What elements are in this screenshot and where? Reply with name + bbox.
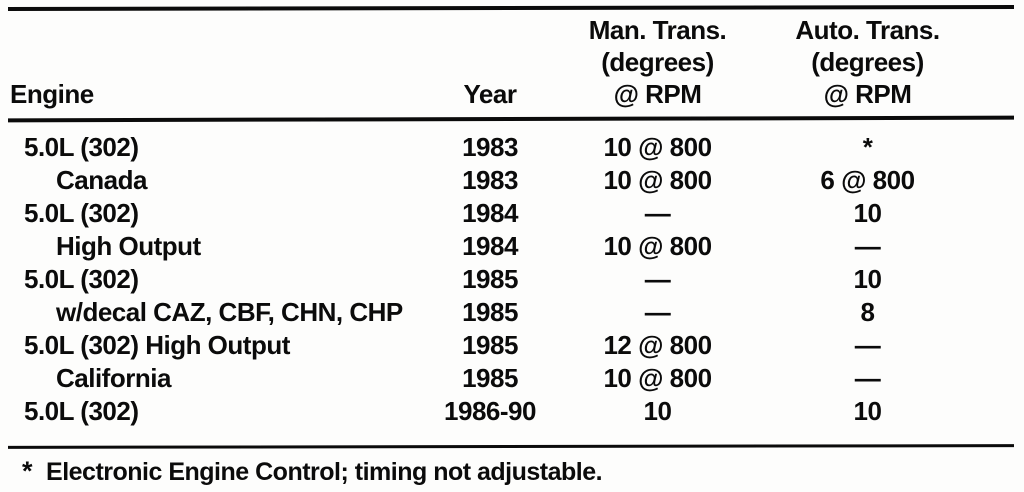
auto-trans-cell: — (854, 363, 881, 393)
year-cell: 1985 (462, 330, 518, 360)
man-trans-cell: 12 @ 800 (603, 330, 712, 360)
footnote: * Electronic Engine Control; timing not … (22, 456, 1014, 487)
auto-trans-cell: 10 (853, 264, 882, 294)
asterisk-footnote-marker: * (22, 456, 33, 486)
engine-cell: High Output (56, 231, 201, 261)
year-cell: 1983 (462, 132, 518, 162)
footnote-text: Electronic Engine Control; timing not ad… (46, 458, 603, 486)
engine-cell: 5.0L (302) (24, 396, 139, 426)
man-trans-cell: — (644, 297, 671, 327)
auto-trans-cell: 6 @ 800 (820, 165, 915, 195)
man-trans-cell: — (644, 198, 671, 228)
engine-cell: Canada (56, 165, 147, 195)
year-cell: 1985 (462, 264, 518, 294)
auto-trans-cell: — (854, 231, 881, 261)
table-row: 5.0L (302) 1985 — 10 (0, 263, 1024, 296)
table-body: 5.0L (302) 1983 10 @ 800 * Canada 1983 1… (0, 131, 1024, 428)
auto-trans-cell: 10 (853, 396, 882, 426)
man-trans-cell: 10 @ 800 (603, 132, 712, 162)
engine-cell: 5.0L (302) (24, 264, 139, 294)
auto-trans-cell: 8 (860, 297, 875, 327)
year-cell: 1985 (462, 363, 518, 393)
table-row: w/decal CAZ, CBF, CHN, CHP 1985 — 8 (0, 296, 1024, 329)
engine-cell: 5.0L (302) (24, 132, 139, 162)
table-header-row: Engine Year Man. Trans. (degrees) @ RPM … (0, 14, 1024, 110)
auto-trans-line2: (degrees) (811, 47, 924, 77)
column-header-year: Year (463, 79, 517, 109)
engine-cell: 5.0L (302) (24, 198, 139, 228)
table-row: California 1985 10 @ 800 — (0, 362, 1024, 395)
table-row: Canada 1983 10 @ 800 6 @ 800 (0, 164, 1024, 197)
man-trans-cell: 10 @ 800 (603, 363, 712, 393)
table-row: High Output 1984 10 @ 800 — (0, 230, 1024, 263)
year-cell: 1985 (462, 297, 518, 327)
man-trans-line1: Man. Trans. (588, 15, 727, 45)
year-cell: 1983 (462, 165, 518, 195)
auto-trans-cell: — (854, 330, 881, 360)
footer-separator-rule (7, 444, 1015, 449)
auto-trans-cell: * (862, 132, 873, 162)
top-rule (7, 4, 1015, 12)
man-trans-cell: 10 @ 800 (603, 165, 712, 195)
engine-cell: 5.0L (302) High Output (24, 330, 290, 360)
table-row: 5.0L (302) 1983 10 @ 800 * (0, 131, 1024, 164)
man-trans-line2: (degrees) (601, 47, 714, 77)
table-row: 5.0L (302) High Output 1985 12 @ 800 — (0, 329, 1024, 362)
man-trans-cell: 10 @ 800 (603, 231, 712, 261)
auto-trans-line1: Auto. Trans. (795, 15, 940, 45)
auto-trans-line3: @ RPM (823, 79, 912, 109)
column-header-auto-trans: Auto. Trans. (degrees) @ RPM (760, 14, 975, 112)
column-header-man-trans: Man. Trans. (degrees) @ RPM (555, 14, 760, 112)
year-cell: 1984 (462, 198, 518, 228)
man-trans-cell: 10 (643, 396, 672, 426)
header-separator-rule (7, 115, 1015, 123)
column-header-engine: Engine (10, 79, 94, 109)
man-trans-line3: @ RPM (613, 79, 702, 109)
year-cell: 1984 (462, 231, 518, 261)
year-cell: 1986-90 (444, 396, 536, 426)
table-row: 5.0L (302) 1986-90 10 10 (0, 395, 1024, 428)
table-row: 5.0L (302) 1984 — 10 (0, 197, 1024, 230)
man-trans-cell: — (644, 264, 671, 294)
engine-cell: California (56, 363, 171, 393)
auto-trans-cell: 10 (853, 198, 882, 228)
engine-cell: w/decal CAZ, CBF, CHN, CHP (56, 297, 403, 327)
